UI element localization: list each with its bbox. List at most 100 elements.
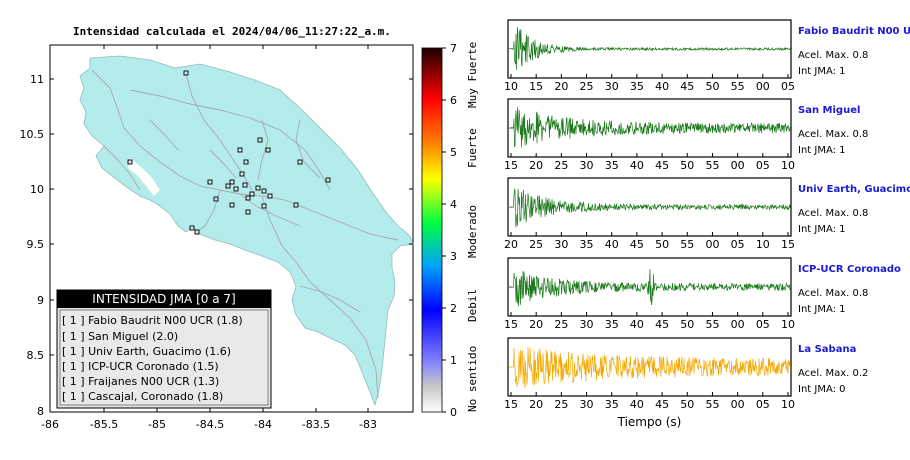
waveform-tick-label: 55 bbox=[705, 398, 719, 411]
map-x-tick: -85.5 bbox=[90, 418, 118, 431]
accel-label: Acel. Max. 0.2 bbox=[798, 368, 868, 379]
colorbar bbox=[421, 47, 443, 413]
colorbar-label-muy-fuerte: Muy Fuerte bbox=[466, 42, 479, 108]
map-y-axis: 11 10.5 10 9.5 9 8.5 8 bbox=[20, 73, 45, 418]
map-y-tick: 8 bbox=[37, 405, 44, 418]
waveform-tick-label: 15 bbox=[504, 398, 518, 411]
colorbar-label-fuerte: Fuerte bbox=[466, 128, 479, 168]
waveform-tick-label: 35 bbox=[630, 80, 644, 93]
waveform-tick-label: 10 bbox=[781, 159, 795, 172]
map-y-tick: 8.5 bbox=[27, 349, 45, 362]
waveform-tick-label: 50 bbox=[680, 318, 694, 331]
waveform-tick-label: 05 bbox=[756, 318, 770, 331]
waveform-tick-label: 30 bbox=[554, 238, 568, 251]
map-x-tick: -85 bbox=[148, 418, 166, 431]
map-x-tick: -84.5 bbox=[196, 418, 224, 431]
waveform-trace bbox=[508, 188, 791, 228]
waveform-tick-label: 20 bbox=[529, 318, 543, 331]
nicoya-gulf bbox=[128, 158, 160, 196]
jma-label: Int JMA: 1 bbox=[798, 145, 846, 156]
legend-item: [ 1 ] Univ Earth, Guacimo (1.6) bbox=[62, 345, 231, 358]
jma-label: Int JMA: 0 bbox=[798, 384, 846, 395]
colorbar-tick-label: 4 bbox=[450, 198, 457, 211]
legend-title: INTENSIDAD JMA [0 a 7] bbox=[92, 292, 235, 306]
map-y-tick: 11 bbox=[30, 73, 44, 86]
waveform-tick-label: 55 bbox=[705, 318, 719, 331]
waveform-tick-label: 50 bbox=[705, 80, 719, 93]
waveform-trace bbox=[508, 107, 791, 148]
waveform-xlabel: Tiempo (s) bbox=[617, 415, 682, 429]
map-y-tick: 10.5 bbox=[20, 128, 45, 141]
station-title: Univ Earth, Guacimo bbox=[798, 184, 910, 195]
waveform-tick-label: 30 bbox=[580, 159, 594, 172]
map-y-tick-marks bbox=[50, 78, 413, 356]
jma-label: Int JMA: 1 bbox=[798, 66, 846, 77]
legend-item: [ 1 ] ICP-UCR Coronado (1.5) bbox=[62, 360, 219, 373]
legend-item: [ 1 ] Fabio Baudrit N00 UCR (1.8) bbox=[62, 314, 243, 327]
waveform-tick-label: 35 bbox=[605, 159, 619, 172]
legend-item: [ 1 ] Cascajal, Coronado (1.8) bbox=[62, 390, 223, 403]
colorbar-tick-label: 6 bbox=[450, 94, 457, 107]
waveform-tick-label: 20 bbox=[529, 159, 543, 172]
waveform-tick-label: 35 bbox=[605, 318, 619, 331]
waveform-tick-label: 40 bbox=[630, 318, 644, 331]
colorbar-labels: No sentido Debil Moderado Fuerte Muy Fue… bbox=[466, 42, 479, 412]
waveform-tick-label: 30 bbox=[605, 80, 619, 93]
waveform-tick-label: 20 bbox=[554, 80, 568, 93]
colorbar-ticks: 0 1 2 3 4 5 6 7 bbox=[442, 42, 457, 419]
waveform-tick-label: 40 bbox=[630, 159, 644, 172]
map-x-axis: -86 -85.5 -85 -84.5 -84 -83.5 -83 bbox=[41, 418, 377, 431]
waveform-tick-label: 35 bbox=[605, 398, 619, 411]
waveform-tick-label: 00 bbox=[731, 318, 745, 331]
waveform-tick-label: 50 bbox=[680, 398, 694, 411]
station-markers bbox=[127, 70, 331, 235]
waveform-tick-label: 40 bbox=[605, 238, 619, 251]
waveform-tick-label: 05 bbox=[731, 238, 745, 251]
station-title: Fabio Baudrit N00 UCR bbox=[798, 26, 910, 37]
waveform-tick-label: 45 bbox=[630, 238, 644, 251]
waveform-tick-label: 15 bbox=[504, 159, 518, 172]
map-y-tick: 9 bbox=[37, 294, 44, 307]
map-y-tick: 10 bbox=[30, 183, 44, 196]
accel-label: Acel. Max. 0.8 bbox=[798, 208, 868, 219]
colorbar-tick-label: 7 bbox=[450, 42, 457, 55]
waveform-tick-label: 55 bbox=[705, 159, 719, 172]
waveform-tick-label: 25 bbox=[554, 398, 568, 411]
waveform-tick-label: 40 bbox=[630, 398, 644, 411]
waveform-tick-label: 05 bbox=[756, 159, 770, 172]
waveform-tick-label: 50 bbox=[680, 159, 694, 172]
waveform-tick-label: 25 bbox=[554, 318, 568, 331]
map-x-tick: -83 bbox=[359, 418, 377, 431]
colorbar-tick-label: 1 bbox=[450, 354, 457, 367]
waveform-tick-label: 20 bbox=[504, 238, 518, 251]
colorbar-label-debil: Debil bbox=[466, 289, 479, 322]
waveform-panel: 15 20 25 30 35 40 45 50 55 00 05 10 ICP-UCR Coronado… bbox=[504, 257, 901, 331]
waveform-tick-label: 15 bbox=[504, 318, 518, 331]
waveform-tick-label: 50 bbox=[655, 238, 669, 251]
jma-label: Int JMA: 1 bbox=[798, 224, 846, 235]
waveform-tick-label: 30 bbox=[580, 318, 594, 331]
colorbar-tick-label: 2 bbox=[450, 302, 457, 315]
waveform-tick-label: 55 bbox=[731, 80, 745, 93]
map-x-tick: -86 bbox=[41, 418, 59, 431]
waveform-trace bbox=[508, 27, 791, 71]
legend-item: [ 1 ] San Miguel (2.0) bbox=[62, 330, 178, 343]
waveform-tick-label: 55 bbox=[680, 238, 694, 251]
intensity-legend: INTENSIDAD JMA [0 a 7] [ 1 ] Fabio Baudr… bbox=[56, 289, 272, 409]
waveform-tick-label: 25 bbox=[580, 80, 594, 93]
waveform-tick-label: 00 bbox=[731, 398, 745, 411]
waveform-trace bbox=[509, 346, 791, 388]
waveform-panel: 15 20 25 30 35 40 45 50 55 00 05 10 La Sabana Acel. M… bbox=[504, 337, 868, 429]
colorbar-tick-label: 5 bbox=[450, 146, 457, 159]
costa-rica-land bbox=[79, 55, 414, 407]
station-title: San Miguel bbox=[798, 105, 860, 116]
waveform-tick-label: 10 bbox=[756, 238, 770, 251]
colorbar-label-no-sentido: No sentido bbox=[466, 346, 479, 412]
waveform-tick-label: 00 bbox=[756, 80, 770, 93]
waveform-tick-label: 10 bbox=[781, 318, 795, 331]
colorbar-tick-label: 3 bbox=[450, 250, 457, 263]
waveform-tick-label: 10 bbox=[781, 398, 795, 411]
map-x-tick: -84 bbox=[254, 418, 272, 431]
station-title: La Sabana bbox=[798, 344, 856, 355]
